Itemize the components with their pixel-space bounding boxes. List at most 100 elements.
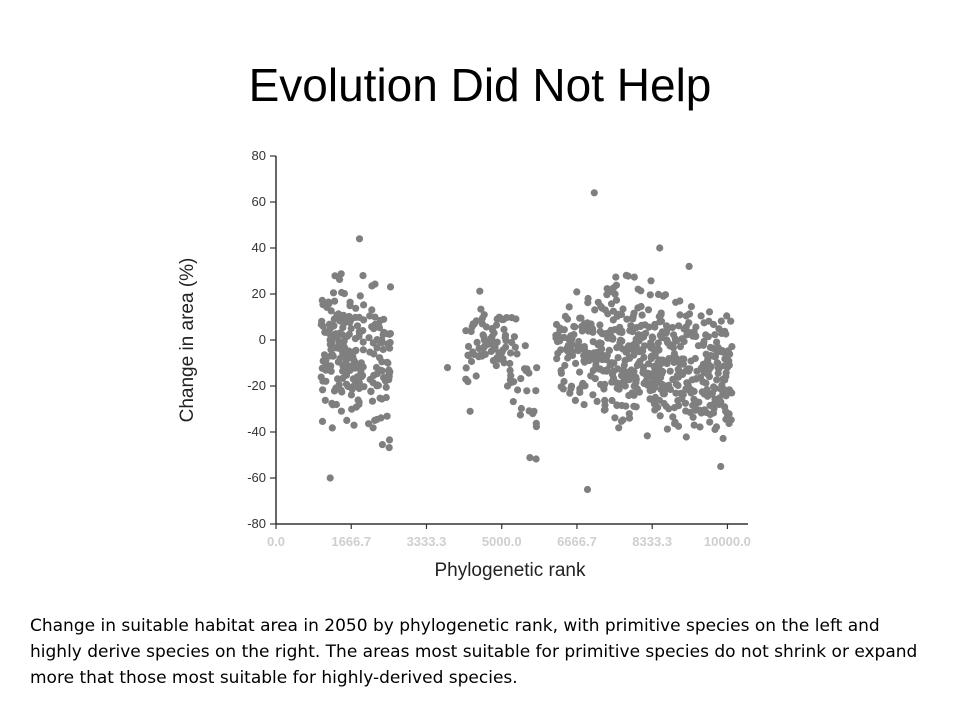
data-point [368, 306, 376, 314]
data-point [560, 326, 568, 334]
data-point [706, 418, 714, 426]
data-point [684, 379, 692, 387]
data-point [359, 346, 367, 354]
data-point [382, 393, 390, 402]
data-point [672, 389, 680, 397]
data-point [722, 407, 730, 415]
data-point [342, 317, 350, 325]
data-point [661, 291, 670, 299]
data-point [651, 383, 659, 391]
data-point [590, 189, 598, 197]
data-point [668, 323, 677, 332]
data-point [557, 369, 566, 377]
data-point [513, 350, 521, 358]
data-point [687, 389, 695, 397]
data-point [703, 359, 711, 367]
data-point [318, 317, 326, 325]
data-point [382, 383, 390, 391]
data-point [722, 392, 730, 400]
data-point [663, 338, 672, 346]
data-point [327, 352, 335, 360]
data-point [492, 321, 501, 329]
x-tick-label: 10000.0 [704, 534, 751, 549]
data-point [579, 379, 587, 387]
data-point [571, 396, 580, 404]
data-point [625, 414, 634, 422]
data-point [609, 307, 618, 315]
data-point [705, 373, 714, 381]
data-point [337, 386, 345, 394]
data-point [580, 346, 589, 354]
data-point [647, 277, 655, 285]
data-point [532, 387, 540, 395]
data-point [649, 344, 657, 352]
data-point [336, 275, 344, 284]
data-point [317, 373, 325, 381]
data-point [630, 309, 638, 317]
data-point [638, 311, 646, 319]
data-point [473, 338, 481, 346]
data-point [510, 378, 518, 386]
data-point [651, 323, 659, 331]
y-tick-label: 40 [252, 240, 266, 255]
data-point [611, 414, 619, 422]
data-point [347, 391, 355, 399]
data-point [705, 365, 714, 373]
y-tick-label: -20 [247, 378, 266, 393]
data-point [374, 381, 382, 390]
data-point [711, 331, 719, 339]
data-point [329, 401, 337, 409]
data-point [464, 342, 473, 351]
data-point [337, 407, 345, 415]
data-point [708, 389, 717, 397]
data-point [689, 413, 697, 421]
data-point [601, 380, 609, 388]
data-point [580, 401, 588, 409]
data-point [480, 332, 488, 341]
data-point [610, 359, 618, 367]
data-point [715, 400, 723, 409]
data-point [612, 281, 621, 289]
y-tick-label: 80 [252, 148, 266, 163]
data-point [325, 300, 333, 308]
data-point [674, 397, 682, 405]
data-point [626, 354, 634, 362]
data-point [330, 387, 339, 395]
data-point [680, 337, 688, 346]
data-point [622, 402, 630, 410]
data-point [685, 262, 693, 270]
data-point [318, 296, 326, 304]
data-point [327, 346, 335, 354]
data-point [601, 396, 609, 404]
data-point [685, 310, 694, 318]
data-point [697, 312, 705, 320]
data-point [503, 314, 511, 322]
data-point [321, 396, 329, 404]
data-point [618, 367, 626, 375]
data-point [682, 407, 690, 415]
data-point [722, 369, 730, 377]
data-point [673, 337, 681, 345]
y-tick-label: -80 [247, 516, 266, 531]
data-point [466, 407, 474, 415]
data-point [644, 360, 653, 368]
data-point [617, 380, 625, 389]
data-point [327, 362, 335, 370]
data-point [320, 351, 329, 359]
data-point [600, 406, 608, 414]
data-point [376, 394, 384, 402]
data-point [330, 322, 338, 330]
data-point [330, 315, 338, 323]
data-point [353, 322, 362, 330]
data-point [669, 413, 677, 421]
data-point [676, 343, 685, 351]
data-point [573, 288, 581, 296]
data-point [655, 361, 663, 369]
data-point [352, 304, 360, 312]
data-point [683, 331, 691, 339]
x-tick-label: 8333.3 [632, 534, 672, 549]
data-point [625, 342, 633, 350]
data-point [379, 345, 387, 354]
data-point [644, 306, 653, 314]
data-point [514, 386, 522, 394]
